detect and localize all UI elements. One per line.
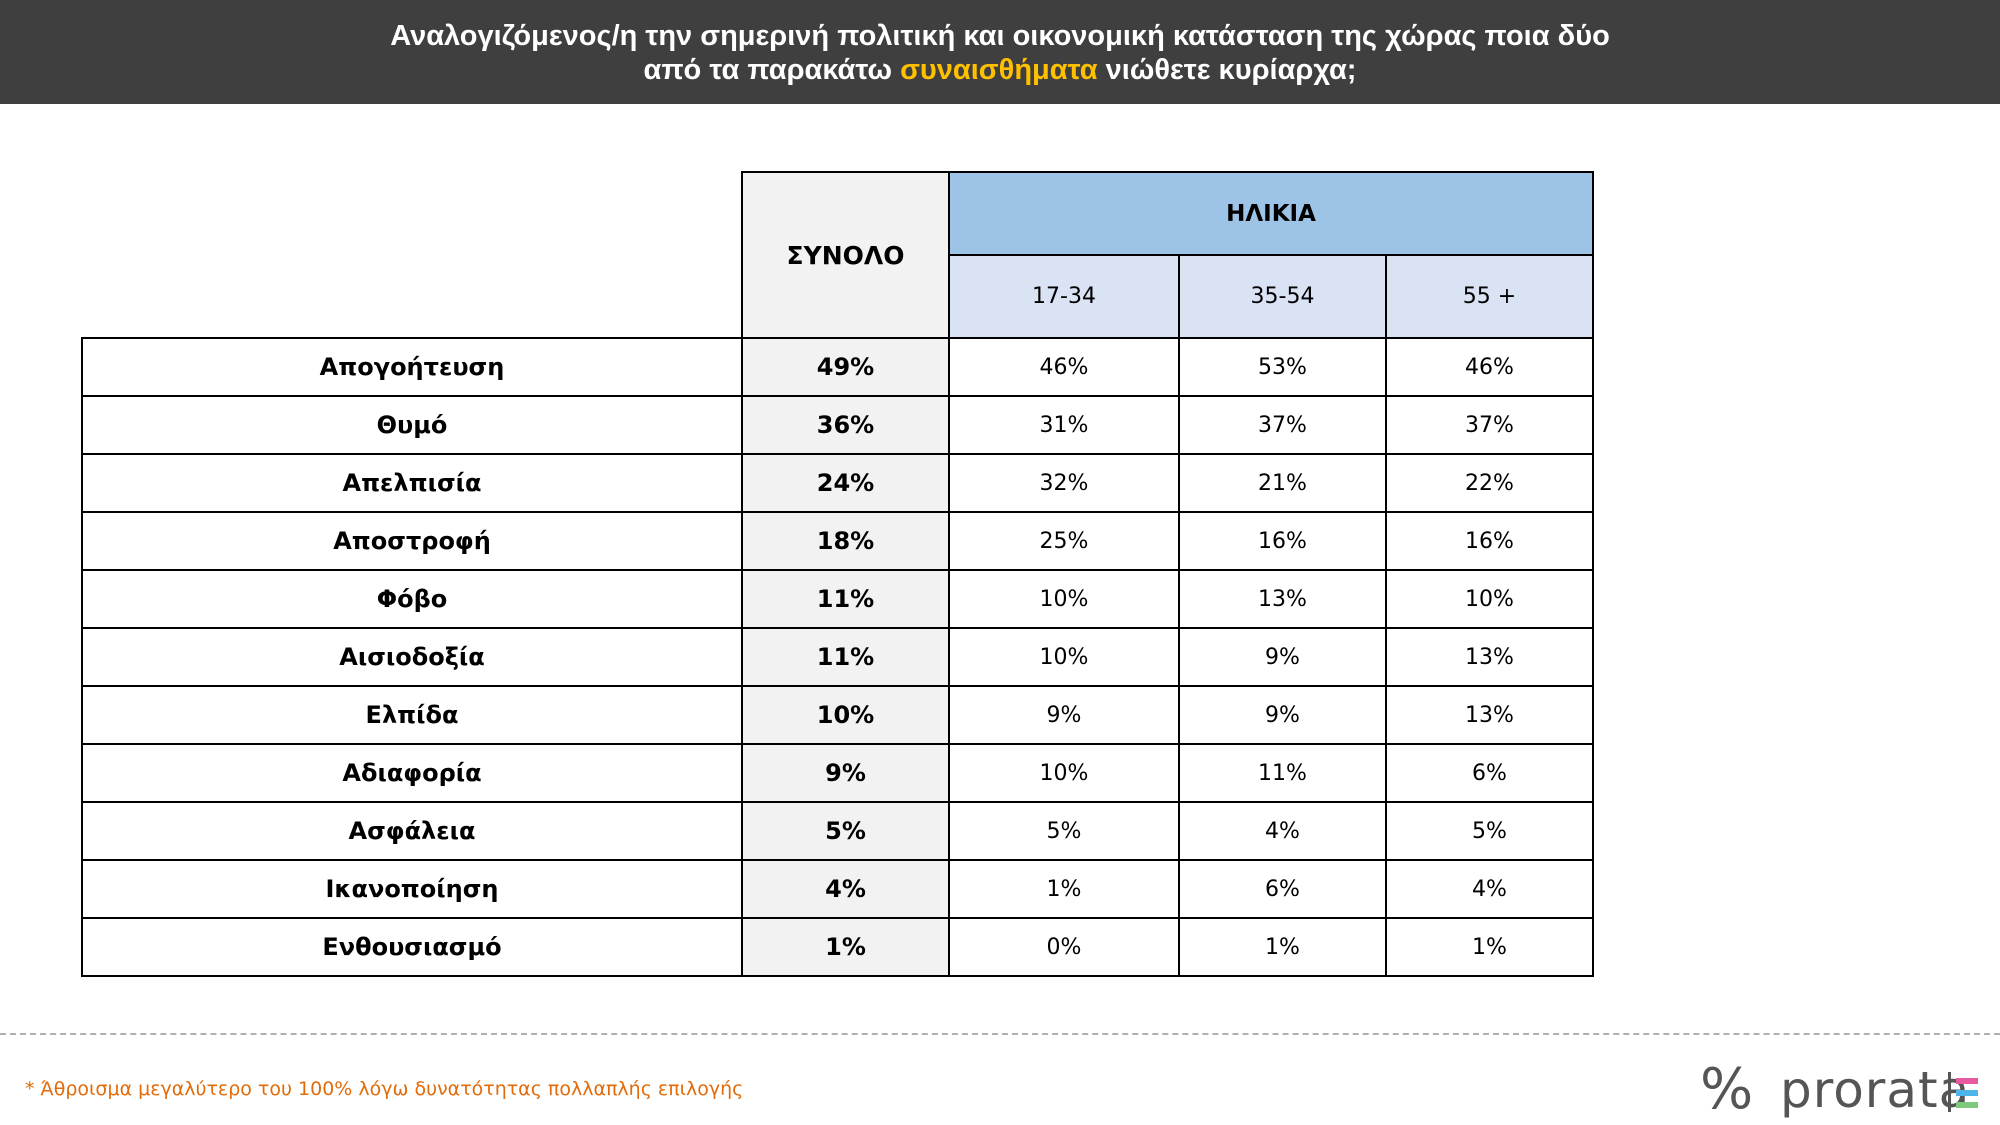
- table-row: Ασφάλεια 5% 5% 4% 5%: [81, 801, 1594, 861]
- age-value: 32%: [948, 453, 1180, 513]
- age-value: 1%: [1385, 917, 1594, 977]
- age-value: 10%: [1385, 569, 1594, 629]
- total-value: 5%: [741, 801, 950, 861]
- age-value: 5%: [1385, 801, 1594, 861]
- age-value: 10%: [948, 569, 1180, 629]
- age-column-header: 17-34: [948, 254, 1180, 339]
- logo-stripe-icon: [1956, 1102, 1978, 1108]
- table-corner: [82, 172, 742, 338]
- table-row: Φόβο 11% 10% 13% 10%: [81, 569, 1594, 629]
- logo-stripe-icon: [1956, 1090, 1978, 1096]
- age-value: 10%: [948, 743, 1180, 803]
- age-value: 1%: [948, 859, 1180, 919]
- age-value: 53%: [1178, 337, 1387, 397]
- age-value: 37%: [1178, 395, 1387, 455]
- age-value: 1%: [1178, 917, 1387, 977]
- total-value: 10%: [741, 685, 950, 745]
- age-value: 16%: [1178, 511, 1387, 571]
- prorata-logo: % prorata: [1700, 1060, 1990, 1120]
- age-value: 0%: [948, 917, 1180, 977]
- age-value: 11%: [1178, 743, 1387, 803]
- page-header: Αναλογιζόμενος/η την σημερινή πολιτική κ…: [0, 0, 2000, 104]
- logo-stripe-icon: [1956, 1078, 1978, 1084]
- results-table: ΣΥΝΟΛΟ ΗΛΙΚΙΑ 17-34 35-54 55 + Απογοήτευ…: [81, 171, 1594, 977]
- footer-divider: [0, 1033, 2000, 1035]
- total-value: 11%: [741, 627, 950, 687]
- age-value: 4%: [1178, 801, 1387, 861]
- table-row: Ικανοποίηση 4% 1% 6% 4%: [81, 859, 1594, 919]
- header-line-2: από τα παρακάτω συναισθήματα νιώθετε κυρ…: [0, 53, 2000, 87]
- header-line-1: Αναλογιζόμενος/η την σημερινή πολιτική κ…: [390, 20, 1610, 52]
- total-value: 11%: [741, 569, 950, 629]
- age-value: 37%: [1385, 395, 1594, 455]
- age-value: 25%: [948, 511, 1180, 571]
- total-value: 36%: [741, 395, 950, 455]
- footnote: * Άθροισμα μεγαλύτερο του 100% λόγω δυνα…: [25, 1078, 744, 1100]
- table-row: Αδιαφορία 9% 10% 11% 6%: [81, 743, 1594, 803]
- age-column-header: 55 +: [1385, 254, 1594, 339]
- row-label: Ενθουσιασμό: [81, 917, 743, 977]
- age-value: 9%: [1178, 627, 1387, 687]
- row-label: Ικανοποίηση: [81, 859, 743, 919]
- percent-logo-icon: %: [1700, 1057, 1754, 1122]
- table-row: Θυμό 36% 31% 37% 37%: [81, 395, 1594, 455]
- row-label: Ασφάλεια: [81, 801, 743, 861]
- row-label: Αδιαφορία: [81, 743, 743, 803]
- table-row: Απογοήτευση 49% 46% 53% 46%: [81, 337, 1594, 397]
- age-value: 9%: [948, 685, 1180, 745]
- total-value: 24%: [741, 453, 950, 513]
- header-line-2-end: νιώθετε κυρίαρχα;: [1097, 54, 1357, 86]
- total-value: 9%: [741, 743, 950, 803]
- age-value: 5%: [948, 801, 1180, 861]
- age-group-header: ΗΛΙΚΙΑ: [948, 171, 1594, 256]
- age-value: 9%: [1178, 685, 1387, 745]
- age-value: 4%: [1385, 859, 1594, 919]
- age-value: 13%: [1178, 569, 1387, 629]
- table-row: Αισιοδοξία 11% 10% 9% 13%: [81, 627, 1594, 687]
- header-line-2-start: από τα παρακάτω: [643, 54, 901, 86]
- row-label: Φόβο: [81, 569, 743, 629]
- row-label: Απογοήτευση: [81, 337, 743, 397]
- logo-bar-icon: [1948, 1072, 1951, 1112]
- age-value: 13%: [1385, 627, 1594, 687]
- table-row: Ενθουσιασμό 1% 0% 1% 1%: [81, 917, 1594, 977]
- table-row: Αποστροφή 18% 25% 16% 16%: [81, 511, 1594, 571]
- age-value: 6%: [1385, 743, 1594, 803]
- logo-wordmark: prorata: [1780, 1061, 1971, 1119]
- age-value: 6%: [1178, 859, 1387, 919]
- row-label: Απελπισία: [81, 453, 743, 513]
- total-value: 18%: [741, 511, 950, 571]
- age-value: 46%: [1385, 337, 1594, 397]
- row-label: Αισιοδοξία: [81, 627, 743, 687]
- age-value: 21%: [1178, 453, 1387, 513]
- total-value: 4%: [741, 859, 950, 919]
- age-value: 16%: [1385, 511, 1594, 571]
- age-column-header: 35-54: [1178, 254, 1387, 339]
- row-label: Αποστροφή: [81, 511, 743, 571]
- table-row: Απελπισία 24% 32% 21% 22%: [81, 453, 1594, 513]
- table-body: Απογοήτευση 49% 46% 53% 46% Θυμό 36% 31% 37% 37% Α…: [81, 337, 1594, 977]
- header-highlight: συναισθήματα: [900, 54, 1098, 86]
- total-column-header: ΣΥΝΟΛΟ: [741, 171, 950, 339]
- table-row: Ελπίδα 10% 9% 9% 13%: [81, 685, 1594, 745]
- age-value: 22%: [1385, 453, 1594, 513]
- total-value: 49%: [741, 337, 950, 397]
- row-label: Θυμό: [81, 395, 743, 455]
- age-value: 13%: [1385, 685, 1594, 745]
- row-label: Ελπίδα: [81, 685, 743, 745]
- total-value: 1%: [741, 917, 950, 977]
- age-value: 46%: [948, 337, 1180, 397]
- age-value: 10%: [948, 627, 1180, 687]
- age-value: 31%: [948, 395, 1180, 455]
